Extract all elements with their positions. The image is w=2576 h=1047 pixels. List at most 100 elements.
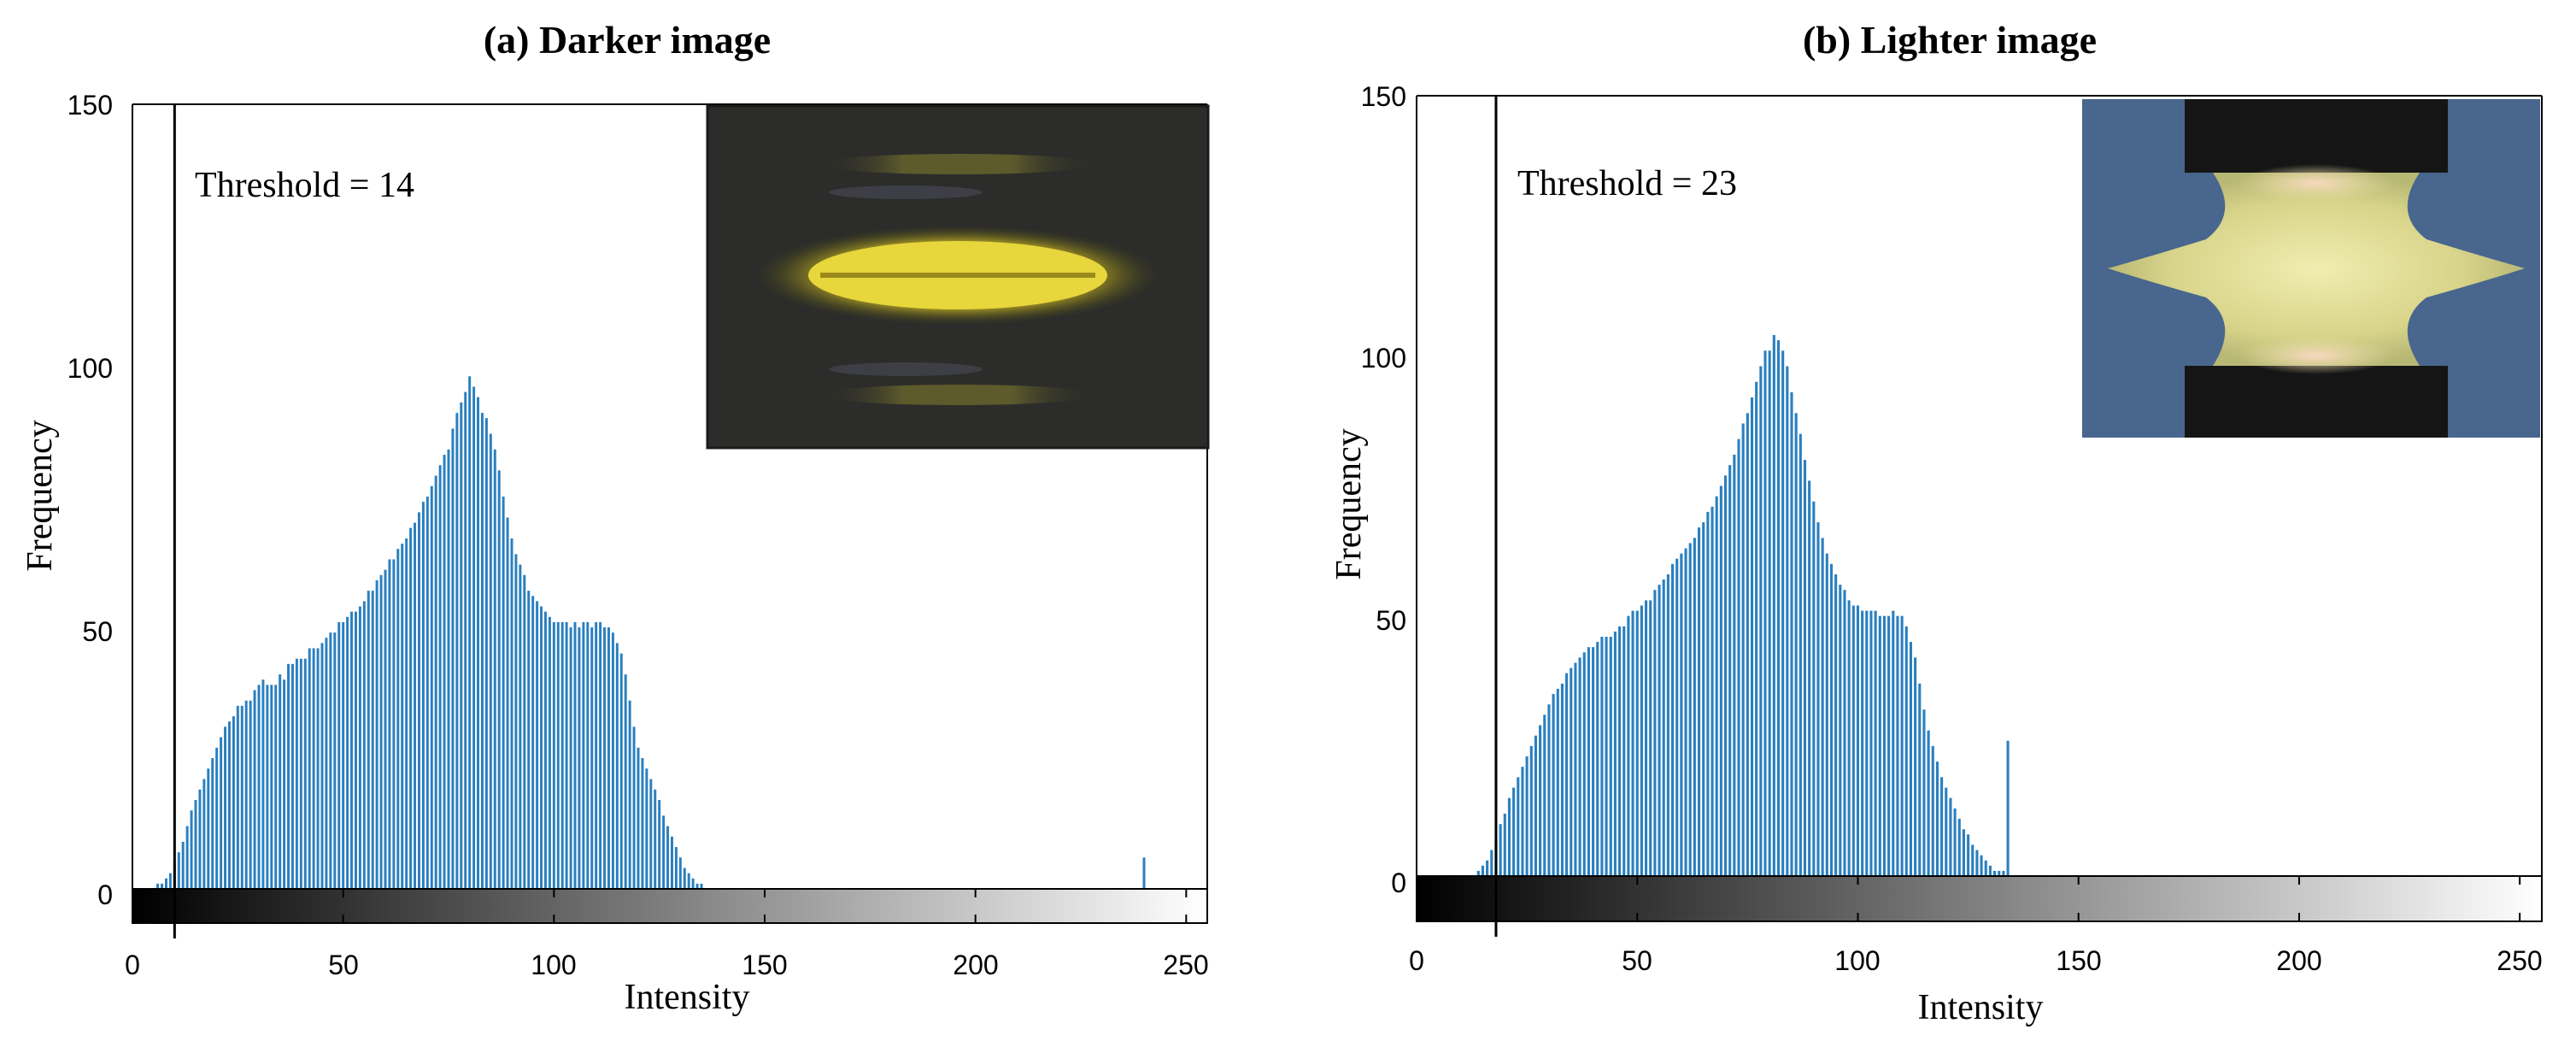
histogram-bar	[1578, 657, 1581, 876]
histogram-bar	[312, 648, 315, 889]
histogram-bar	[168, 873, 172, 889]
histogram-bar	[417, 512, 420, 889]
lighter-sample-photo	[2082, 99, 2540, 438]
histogram-bar	[1490, 850, 1493, 876]
x-tick-label: 0	[125, 950, 140, 980]
x-tick-label: 100	[1834, 945, 1880, 976]
x-tick-label: 200	[2276, 945, 2321, 976]
x-tick-marks	[1416, 876, 2521, 921]
histogram-bar	[371, 591, 374, 889]
histogram-bar	[215, 747, 219, 889]
histogram-bar	[333, 632, 337, 889]
histogram-bar	[261, 679, 265, 889]
histogram-bar	[1962, 829, 1965, 876]
histogram-bar	[1565, 673, 1569, 876]
histogram-bar	[565, 621, 568, 889]
histogram-bar	[519, 564, 522, 889]
histogram-bar	[1733, 454, 1736, 876]
histogram-bar	[1570, 668, 1573, 876]
y-tick-label: 0	[1391, 868, 1406, 898]
histogram-bar	[1847, 600, 1851, 876]
histogram-bar	[1794, 413, 1798, 876]
histogram-bar	[670, 836, 673, 889]
histogram-bar	[637, 747, 640, 889]
histogram-bar	[1772, 334, 1775, 876]
histogram-bar	[1799, 433, 1802, 876]
x-tick-label: 0	[1409, 945, 1424, 976]
histogram-bar	[1543, 715, 1546, 876]
histogram-bar	[329, 632, 332, 889]
histogram-bar	[1627, 615, 1630, 876]
histogram-bar	[687, 873, 690, 889]
histogram-bar	[1984, 860, 1987, 876]
histogram-bar	[1539, 725, 1542, 876]
x-tick-marks	[132, 889, 1188, 923]
histogram-bar	[2002, 870, 2005, 876]
histogram-bar	[1953, 808, 1957, 876]
y-tick-label: 100	[67, 353, 113, 384]
histogram-bar	[253, 690, 256, 889]
histogram-bar	[1640, 605, 1643, 876]
histogram-bar	[1825, 553, 1828, 876]
histogram-bar	[506, 517, 509, 889]
histogram-bar	[308, 648, 311, 889]
histogram-bar	[540, 606, 543, 889]
histogram-bar	[468, 376, 472, 889]
x-tick-label: 50	[328, 950, 359, 980]
histogram-bar	[1759, 366, 1763, 876]
histogram-bar	[1635, 610, 1639, 876]
histogram-bar	[514, 554, 518, 889]
histogram-bar	[299, 658, 302, 889]
histogram-bar	[1865, 610, 1869, 876]
histogram-bar	[1507, 797, 1511, 876]
chart-title: (a) Darker image	[484, 18, 771, 62]
histogram-bar	[1587, 647, 1590, 876]
histogram-bar	[1688, 543, 1692, 876]
histogram-bar	[1680, 553, 1683, 876]
histogram-bar	[414, 522, 417, 889]
histogram-bar	[455, 413, 459, 890]
histogram-bars	[1476, 334, 2010, 877]
histogram-bar	[1790, 391, 1793, 876]
histogram-bar	[1900, 615, 1904, 876]
histogram-bar	[367, 591, 370, 889]
threshold-label: Threshold = 14	[195, 166, 414, 205]
histogram-bar	[392, 559, 396, 889]
histogram-bar	[1741, 423, 1745, 877]
histogram-bar	[578, 627, 581, 889]
histogram-bar	[362, 601, 366, 889]
panel-lighter: (b) Lighter image 150 100 50 0 0 50 100 …	[1329, 18, 2543, 1027]
histogram-bar	[177, 852, 180, 889]
histogram-bar	[346, 616, 349, 889]
histogram-bar	[662, 815, 666, 889]
histogram-bar	[447, 449, 450, 889]
x-tick-label: 250	[1163, 950, 1208, 980]
histogram-bar	[1715, 496, 1718, 876]
x-tick-label: 100	[531, 950, 576, 980]
histogram-bar	[451, 428, 455, 889]
histogram-bar	[645, 768, 648, 889]
histogram-bar	[1918, 683, 1922, 876]
histogram-bar	[1684, 548, 1687, 876]
histogram-bar	[396, 549, 400, 889]
histogram-bar	[472, 386, 476, 890]
histogram-bar	[1922, 709, 1926, 876]
histogram-bar	[290, 663, 294, 889]
histogram-bar	[1949, 797, 1952, 876]
histogram-bar	[316, 648, 320, 889]
histogram-bar	[1957, 819, 1961, 876]
histogram-bar	[658, 799, 661, 889]
histogram-bar	[232, 716, 235, 889]
histogram-bar	[1582, 652, 1586, 876]
x-axis-label: Intensity	[1918, 988, 2044, 1027]
threshold-label: Threshold = 23	[1517, 164, 1737, 203]
histogram-bar	[1710, 506, 1714, 876]
histogram-bar	[573, 621, 577, 889]
histogram-bar	[1702, 522, 1705, 876]
histogram-bar	[1874, 610, 1877, 876]
histogram-bar	[1945, 787, 1948, 876]
histogram-bar	[464, 391, 467, 890]
histogram-bar	[695, 883, 699, 889]
histogram-bar	[1605, 637, 1608, 876]
histogram-bar	[1914, 657, 1917, 876]
